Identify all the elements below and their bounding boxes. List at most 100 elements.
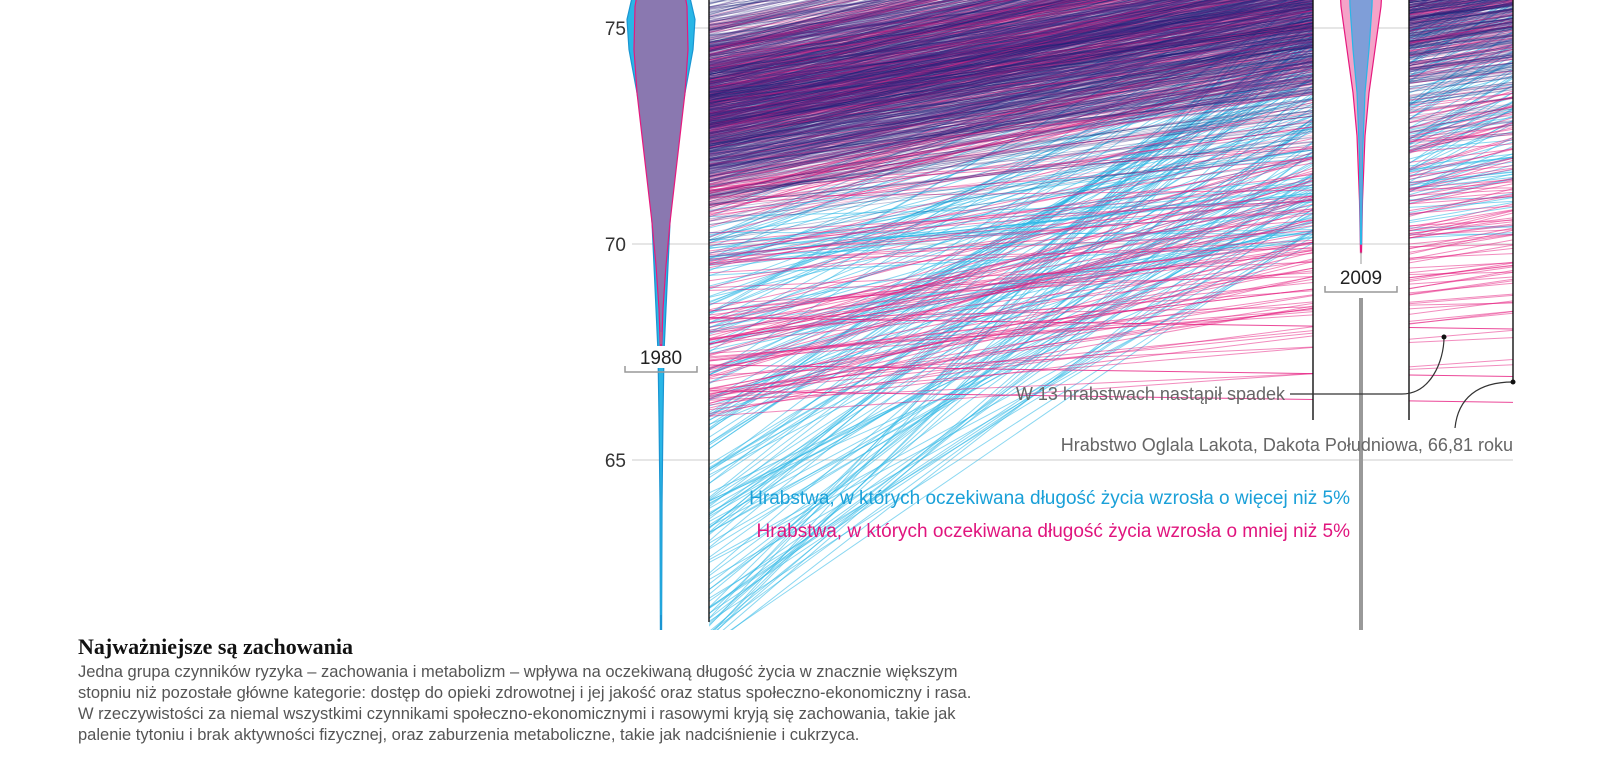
county-line: [1409, 4, 1513, 24]
county-line: [709, 21, 1313, 152]
county-line: [709, 0, 1220, 56]
county-line: [1409, 0, 1444, 9]
county-line: [709, 26, 1313, 164]
county-line: [709, 15, 1313, 89]
county-line: [709, 0, 1263, 128]
county-line: [709, 10, 1313, 178]
county-line: [709, 41, 1313, 130]
county-line: [709, 106, 1313, 178]
county-line: [709, 38, 1313, 149]
county-line: [709, 5, 1313, 131]
county-line: [709, 57, 1313, 153]
county-line: [709, 32, 1313, 142]
county-line: [709, 22, 1313, 91]
county-line: [709, 11, 1313, 88]
county-line: [1409, 39, 1513, 71]
county-line: [709, 9, 1313, 141]
county-line: [709, 15, 1313, 126]
county-line: [1409, 312, 1513, 325]
county-line: [709, 44, 1313, 136]
county-line: [1409, 32, 1513, 49]
county-line: [709, 0, 1021, 82]
county-line: [709, 21, 1313, 115]
county-line: [1409, 217, 1513, 231]
county-line: [709, 0, 1082, 64]
county-line: [709, 0, 1277, 107]
county-line: [709, 0, 1177, 99]
county-line: [709, 0, 1256, 99]
county-line: [1409, 0, 1430, 4]
county-line: [709, 61, 1313, 135]
county-line: [709, 0, 1172, 80]
county-line: [709, 0, 835, 31]
county-line: [709, 0, 1197, 65]
legend: Hrabstwa, w których oczekiwana długość ż…: [749, 488, 1350, 542]
county-line: [1409, 76, 1513, 93]
county-line: [709, 0, 1075, 73]
county-line: [709, 55, 1313, 121]
county-line: [1409, 96, 1513, 130]
county-line: [709, 76, 1313, 203]
county-line: [709, 0, 1044, 90]
county-line: [709, 0, 1224, 118]
county-line: [709, 23, 1313, 114]
county-line: [1409, 2, 1513, 16]
county-line: [709, 16, 1313, 166]
county-line: [709, 0, 1089, 57]
county-line: [709, 9, 1313, 134]
county-line: [1409, 0, 1499, 44]
county-line: [709, 23, 1313, 107]
county-line: [1409, 59, 1513, 115]
county-line: [709, 0, 1151, 55]
county-line: [709, 30, 1313, 106]
county-line: [709, 0, 1244, 75]
county-line: [709, 0, 1058, 71]
county-line: [1409, 0, 1435, 6]
county-line: [709, 0, 897, 49]
county-line: [709, 0, 832, 21]
county-line: [1409, 0, 1503, 32]
y-tick-label: 75: [605, 19, 626, 40]
county-line: [1409, 0, 1471, 13]
county-line: [709, 0, 951, 43]
county-line: [709, 0, 1141, 96]
county-line: [709, 19, 1313, 171]
county-line: [1409, 133, 1513, 149]
county-line: [709, 0, 1101, 59]
county-line: [709, 157, 1313, 319]
county-line: [709, 0, 1271, 137]
county-line: [1409, 147, 1513, 178]
county-line: [709, 0, 1214, 70]
year-label-start-bracket: [624, 366, 698, 373]
county-line: [1409, 102, 1513, 142]
county-line: [1409, 326, 1513, 330]
county-line: [709, 0, 1231, 122]
county-line: [1409, 0, 1445, 9]
county-line: [1409, 0, 1504, 21]
county-line: [709, 0, 1213, 123]
county-line: [709, 9, 1313, 161]
county-line: [709, 0, 1077, 73]
county-line: [709, 76, 1313, 143]
county-line: [709, 86, 1313, 298]
county-line: [709, 76, 1313, 150]
county-line: [1409, 271, 1513, 275]
county-line: [709, 0, 1015, 63]
county-line: [709, 0, 1231, 88]
county-line: [709, 3, 1313, 152]
county-line: [709, 29, 1313, 130]
county-line: [709, 26, 1313, 115]
county-line: [709, 0, 1282, 118]
county-line: [709, 34, 1313, 177]
county-line: [709, 0, 896, 47]
county-line: [709, 55, 1313, 446]
county-line: [1409, 0, 1487, 58]
county-line: [709, 0, 1211, 107]
county-line: [1409, 4, 1513, 24]
county-line: [709, 120, 1313, 207]
county-line: [709, 0, 1218, 86]
county-line: [709, 6, 1313, 429]
county-line: [709, 0, 1222, 97]
county-line: [709, 258, 1313, 405]
